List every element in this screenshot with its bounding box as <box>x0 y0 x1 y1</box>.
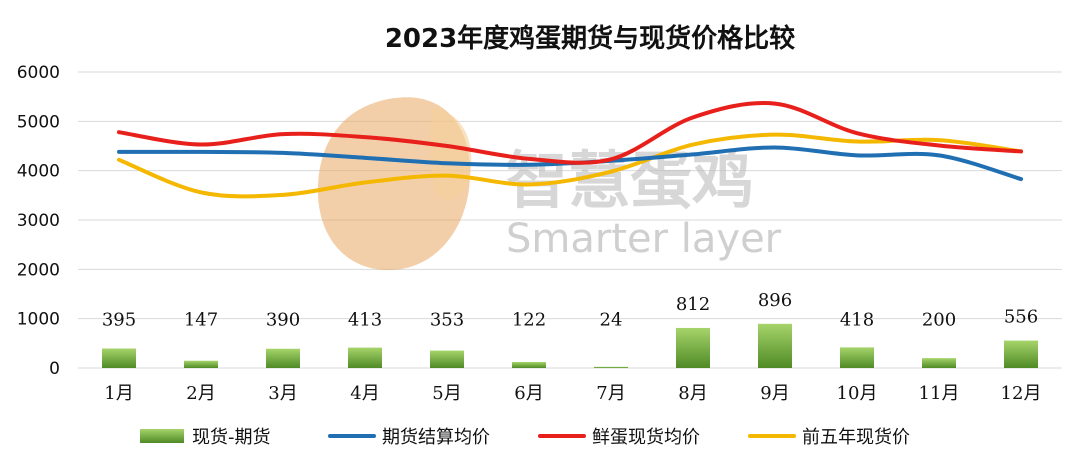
legend-label: 期货结算均价 <box>382 427 490 448</box>
watermark-cn: 智慧蛋鸡 <box>506 144 754 217</box>
bar-value-label: 896 <box>758 290 792 311</box>
legend-swatch <box>140 429 184 443</box>
bar-value-label: 413 <box>348 309 382 330</box>
grid <box>78 71 1062 369</box>
legend: 现货-期货 期货结算均价 鲜蛋现货均价 前五年现货价 <box>140 427 910 448</box>
y-tick-label: 0 <box>49 359 60 379</box>
bar-value-label: 147 <box>184 309 218 330</box>
bar <box>102 348 136 368</box>
bar <box>430 350 464 368</box>
x-category-label: 7月 <box>596 383 625 404</box>
x-category-label: 1月 <box>104 383 133 404</box>
bar-value-label: 353 <box>430 309 464 330</box>
bar-value-label: 812 <box>676 294 710 315</box>
x-category-label: 4月 <box>350 383 379 404</box>
bar-value-label: 122 <box>512 309 546 330</box>
series-line <box>117 132 1023 199</box>
x-category-label: 9月 <box>760 383 789 404</box>
bar <box>266 348 300 368</box>
y-tick-label: 6000 <box>17 63 60 83</box>
chart-title: 2023年度鸡蛋期货与现货价格比较 <box>385 23 795 54</box>
legend-label: 前五年现货价 <box>802 427 910 448</box>
series-line <box>117 101 1023 165</box>
y-tick-label: 5000 <box>17 112 60 132</box>
y-tick-label: 3000 <box>17 211 60 231</box>
x-category-label: 12月 <box>1001 383 1042 404</box>
bar <box>1004 340 1038 368</box>
y-axis-ticks: 0 1000 2000 3000 4000 5000 6000 <box>17 63 60 379</box>
x-category-label: 5月 <box>432 383 461 404</box>
x-category-label: 3月 <box>268 383 297 404</box>
bar-value-label: 24 <box>600 309 623 330</box>
bar-value-label: 556 <box>1004 307 1038 328</box>
bar <box>758 323 792 368</box>
legend-label: 现货-期货 <box>192 427 271 448</box>
y-tick-label: 2000 <box>17 260 60 280</box>
bar <box>184 360 218 368</box>
bar <box>922 358 956 368</box>
bar-value-label: 395 <box>102 309 136 330</box>
x-category-label: 11月 <box>919 383 960 404</box>
bar-data-labels: 395 147 390 413 353 122 24 812 896 418 200 556 <box>102 290 1038 331</box>
bar <box>512 361 546 368</box>
x-category-label: 10月 <box>837 383 878 404</box>
watermark-en: Smarter layer <box>506 216 782 262</box>
series-lines <box>117 101 1023 199</box>
bar-value-label: 418 <box>840 309 874 330</box>
x-axis-categories: 1月 2月 3月 4月 5月 6月 7月 8月 9月 10月 11月 12月 <box>104 383 1041 404</box>
x-category-label: 2月 <box>186 383 215 404</box>
bars <box>102 323 1038 368</box>
bar <box>676 327 710 368</box>
legend-label: 鲜蛋现货均价 <box>592 427 700 448</box>
x-category-label: 8月 <box>678 383 707 404</box>
bar <box>840 347 874 368</box>
bar <box>348 347 382 368</box>
y-tick-label: 1000 <box>17 310 60 330</box>
bar-value-label: 200 <box>922 309 956 330</box>
y-tick-label: 4000 <box>17 162 60 182</box>
bar <box>594 366 628 368</box>
bar-value-label: 390 <box>266 309 300 330</box>
x-category-label: 6月 <box>514 383 543 404</box>
